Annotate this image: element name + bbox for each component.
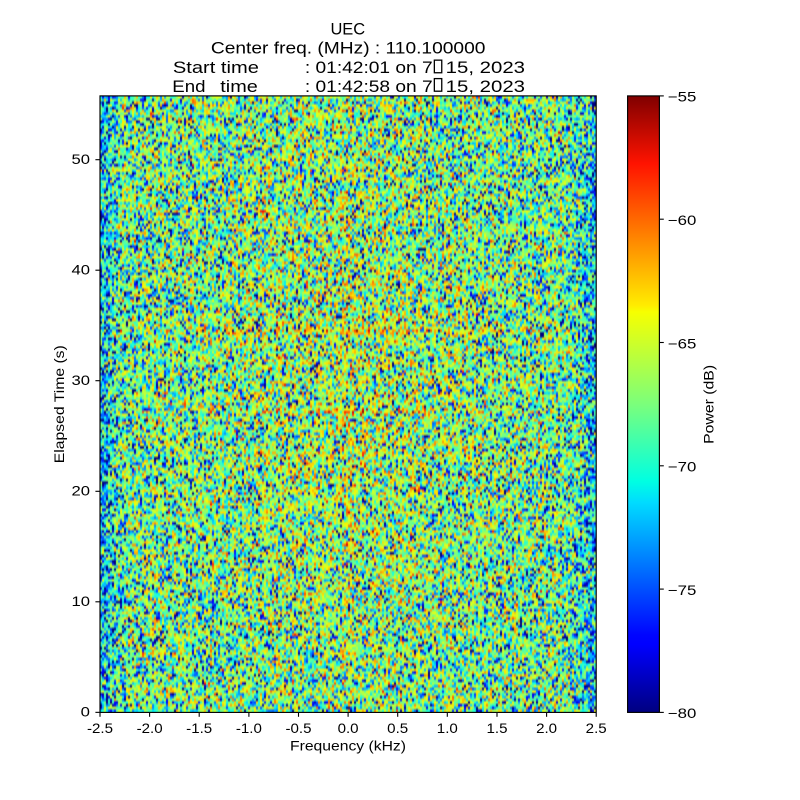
svg-text:40: 40: [72, 262, 91, 278]
svg-text:1.5: 1.5: [487, 720, 508, 736]
svg-text:1.0: 1.0: [437, 720, 458, 736]
svg-text:−55: −55: [668, 89, 697, 105]
svg-text:30: 30: [72, 372, 91, 388]
svg-text:−60: −60: [668, 212, 697, 228]
svg-text:50: 50: [72, 151, 91, 167]
svg-text:−75: −75: [668, 582, 697, 598]
svg-text:0.0: 0.0: [338, 720, 359, 736]
svg-text:2.5: 2.5: [586, 720, 607, 736]
svg-text:Frequency (kHz): Frequency (kHz): [290, 738, 406, 754]
svg-text:-0.5: -0.5: [286, 720, 312, 736]
svg-text:-2.5: -2.5: [87, 720, 113, 736]
svg-text:−70: −70: [668, 459, 697, 475]
svg-text:UEC: UEC: [330, 20, 365, 39]
svg-text:Start time: 01:42:01 on 715, 2: Start time: 01:42:01 on 7 15, 2023: [173, 58, 525, 77]
svg-text:-1.0: -1.0: [236, 720, 262, 736]
svg-text:−65: −65: [668, 335, 697, 351]
svg-text:Center freq. (MHz) : 110.10000: Center freq. (MHz) : 110.100000: [211, 39, 486, 58]
svg-text:Elapsed Time (s): Elapsed Time (s): [51, 345, 67, 463]
svg-text:−80: −80: [668, 705, 697, 721]
svg-text:20: 20: [72, 483, 91, 499]
svg-text:0: 0: [81, 704, 91, 720]
svg-text:10: 10: [72, 593, 91, 609]
svg-text:Power (dB): Power (dB): [701, 365, 717, 444]
svg-text:-1.5: -1.5: [186, 720, 212, 736]
svg-text:2.0: 2.0: [536, 720, 557, 736]
svg-text:0.5: 0.5: [387, 720, 408, 736]
svg-text:-2.0: -2.0: [137, 720, 163, 736]
